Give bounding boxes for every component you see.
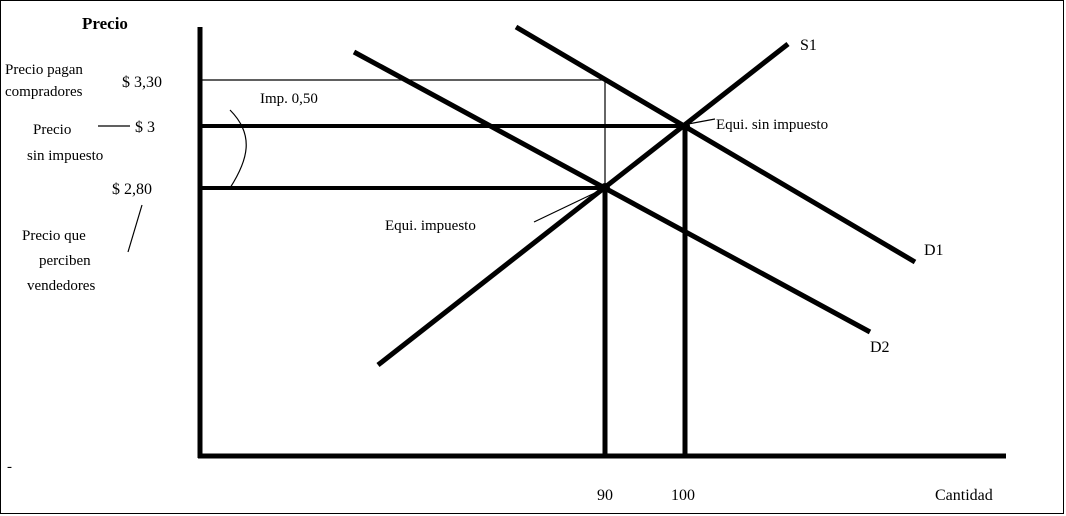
x-axis-label: Cantidad — [935, 487, 993, 504]
label-d1: D1 — [924, 242, 944, 259]
note-buyers-line2: compradores — [5, 84, 83, 100]
equi-no-tax-leader — [687, 118, 716, 125]
tax-brace — [229, 109, 247, 189]
y-axis-label: Precio — [82, 14, 128, 33]
equi-tax-leader — [533, 189, 602, 223]
note-sellers-line2: perciben — [39, 253, 91, 269]
price-label-sellers: $ 2,80 — [112, 181, 152, 198]
label-d2: D2 — [870, 339, 890, 356]
x-tick-100: 100 — [671, 487, 695, 504]
note-buyers-line1: Precio pagan — [5, 62, 83, 78]
note-sellers-line1: Precio que — [22, 228, 86, 244]
equilibrium-tax-point — [600, 183, 610, 193]
label-s1: S1 — [800, 37, 817, 54]
note-notax-line2: sin impuesto — [27, 148, 103, 164]
price-label-no-tax: $ 3 — [135, 119, 155, 136]
demand-curve-d2 — [352, 49, 872, 335]
x-tick-90: 90 — [597, 487, 613, 504]
sellers-label-leader — [127, 204, 143, 253]
price-label-buyers: $ 3,30 — [122, 74, 162, 91]
stray-mark: - — [7, 459, 12, 475]
label-equi-tax: Equi. impuesto — [385, 218, 476, 234]
demand-curve-d1 — [514, 24, 917, 265]
label-equi-no-tax: Equi. sin impuesto — [716, 117, 828, 133]
equilibrium-no-tax-point — [682, 122, 690, 130]
tax-label: Imp. 0,50 — [260, 91, 318, 107]
note-notax-line1: Precio — [33, 122, 71, 138]
supply-curve-s1 — [376, 42, 790, 367]
note-sellers-line3: vendedores — [27, 278, 95, 294]
